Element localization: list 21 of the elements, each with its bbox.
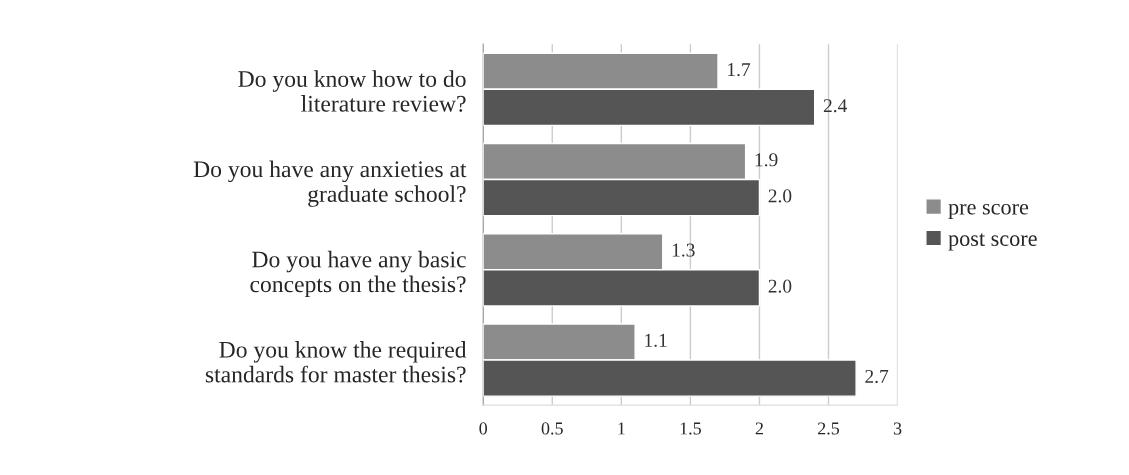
data-label: 2.0	[768, 279, 792, 293]
x-tick-label: 0.5	[541, 422, 563, 435]
y-tick-label: Do you know the required standards for master thesis?	[205, 341, 467, 383]
x-tick-label: 0	[479, 422, 488, 435]
data-label: 2.4	[823, 99, 848, 113]
data-label: 2.7	[865, 369, 889, 384]
y-tick-label: Do you have any basic concepts on the thesis?	[250, 250, 466, 298]
x-tick-label: 2.5	[818, 422, 840, 435]
data-label: 2.0	[768, 189, 792, 203]
data-label: 1.9	[755, 153, 778, 167]
y-tick-label: Do you have any anxieties at graduate school?	[193, 160, 467, 207]
data-label: 1.1	[645, 333, 667, 347]
y-tick-label: Do you know how to do literature review?	[238, 70, 466, 112]
legend-label: post score	[948, 233, 1037, 251]
x-tick-label: 1.5	[680, 422, 701, 435]
legend-label: pre score	[948, 203, 1029, 220]
data-label: 1.3	[672, 243, 695, 257]
x-tick-label: 3	[893, 422, 902, 435]
x-tick-label: 1	[618, 422, 625, 435]
data-label: 1.7	[728, 63, 751, 77]
x-tick-label: 2	[755, 422, 763, 435]
